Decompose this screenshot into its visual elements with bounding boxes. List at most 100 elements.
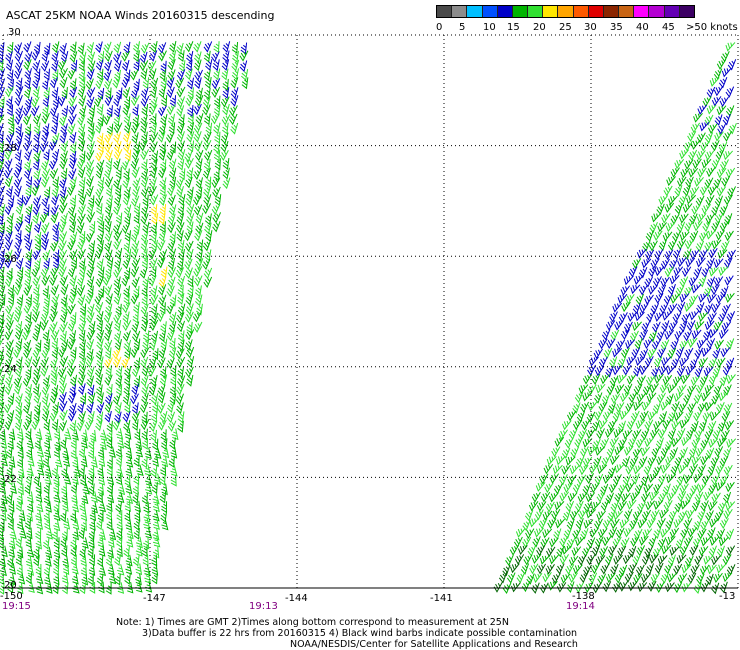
wind-barb <box>23 419 32 431</box>
wind-barb <box>175 393 184 406</box>
wind-barb <box>14 221 24 233</box>
wind-barb <box>721 175 731 187</box>
wind-barb <box>78 465 85 478</box>
wind-barb <box>160 438 168 451</box>
wind-barb <box>661 213 671 224</box>
wind-barb <box>13 139 22 152</box>
wind-barb <box>113 293 122 306</box>
wind-barb <box>7 555 14 568</box>
legend-swatch <box>634 6 650 17</box>
wind-barb <box>221 59 230 71</box>
wind-barb <box>78 77 86 90</box>
wind-barb <box>716 357 726 369</box>
wind-barb <box>214 158 221 171</box>
wind-barb <box>49 105 58 117</box>
wind-barb <box>27 500 34 513</box>
wind-barb <box>230 95 239 107</box>
wind-barb <box>184 267 193 279</box>
wind-barb <box>642 240 651 252</box>
wind-barb <box>51 419 59 432</box>
wind-barb <box>59 42 67 55</box>
wind-barb <box>104 141 113 153</box>
legend-label: 30 <box>584 22 597 33</box>
wind-barb <box>94 195 104 208</box>
wind-barb <box>76 420 85 432</box>
wind-barb <box>13 42 23 54</box>
wind-barb <box>599 483 609 496</box>
wind-barb <box>49 357 58 370</box>
wind-barb <box>705 195 715 206</box>
wind-barb <box>98 473 106 486</box>
wind-barb <box>666 473 677 484</box>
wind-barb <box>125 482 133 495</box>
wind-barb <box>628 266 638 278</box>
wind-barb <box>158 149 167 162</box>
wind-barb <box>694 347 703 359</box>
wind-barb <box>129 69 139 81</box>
wind-barb <box>656 392 666 404</box>
wind-barb <box>697 464 707 476</box>
wind-barb <box>150 285 158 298</box>
wind-barb <box>5 364 15 377</box>
wind-barb <box>141 365 150 377</box>
wind-barb <box>674 184 683 197</box>
wind-barb <box>152 348 159 361</box>
wind-barb <box>27 455 35 467</box>
wind-barb <box>0 293 6 306</box>
wind-barb <box>720 285 729 298</box>
wind-barb <box>184 150 193 163</box>
wind-barb <box>126 456 134 468</box>
wind-barb <box>85 175 94 188</box>
wind-barb <box>715 464 725 476</box>
wind-barb <box>600 563 610 575</box>
wind-barb <box>13 383 22 395</box>
wind-barb <box>140 303 149 316</box>
wind-barb <box>672 375 683 386</box>
wind-barb <box>150 158 158 171</box>
wind-barb <box>667 347 677 359</box>
wind-barb <box>681 312 691 324</box>
wind-barb <box>632 302 641 315</box>
wind-barb <box>704 177 714 189</box>
wind-barb <box>133 50 140 63</box>
wind-barb <box>8 546 15 558</box>
wind-barb <box>53 501 60 514</box>
wind-barb <box>130 195 140 208</box>
wind-barb <box>41 238 49 251</box>
wind-barb <box>89 519 96 531</box>
wind-barb <box>104 401 113 414</box>
wind-barb <box>4 203 13 216</box>
wind-barb <box>582 438 593 448</box>
wind-barb <box>40 60 50 72</box>
wind-barb <box>222 87 230 99</box>
wind-barb <box>133 527 140 540</box>
wind-barb <box>676 474 685 486</box>
wind-barb <box>658 411 667 423</box>
wind-barb <box>670 293 680 304</box>
wind-barb <box>0 123 4 135</box>
wind-barb <box>78 446 86 459</box>
wind-barb <box>194 258 204 270</box>
wind-barb <box>715 402 725 414</box>
wind-barb <box>702 411 712 422</box>
wind-barb <box>32 329 40 342</box>
wind-barb <box>85 293 94 305</box>
wind-barb <box>706 257 715 270</box>
wind-barb <box>77 374 86 387</box>
wind-barb <box>0 328 5 341</box>
pass-time-1: 19:15 <box>2 601 31 612</box>
wind-barb <box>58 240 67 252</box>
wind-barb <box>641 401 652 412</box>
wind-barb <box>78 176 86 189</box>
wind-barb <box>642 384 652 396</box>
wind-barb <box>115 366 123 378</box>
wind-barb <box>58 391 67 404</box>
wind-barb <box>633 401 644 412</box>
legend-swatch <box>679 6 694 17</box>
wind-barb <box>720 240 730 252</box>
wind-barb <box>87 573 94 586</box>
wind-barb <box>689 213 698 225</box>
wind-barb <box>113 51 122 64</box>
wind-barb <box>104 393 113 405</box>
wind-barb <box>124 428 132 440</box>
